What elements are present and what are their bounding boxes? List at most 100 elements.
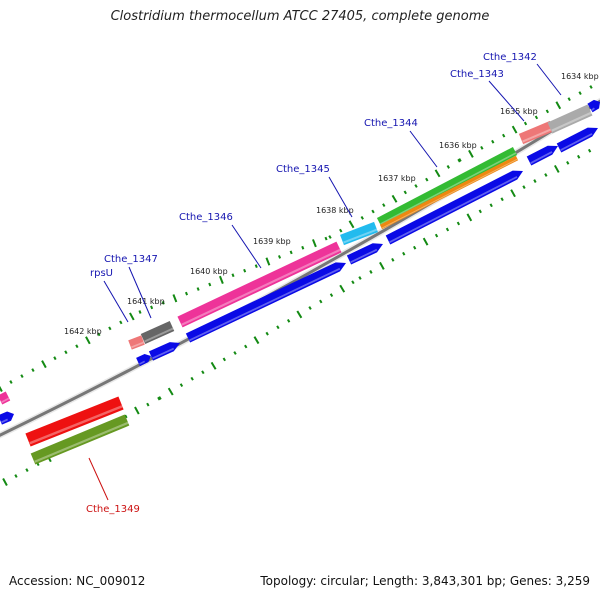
scale-tick <box>369 270 373 274</box>
feature-cthe1347-shine <box>144 327 174 343</box>
genome-backbone-line <box>0 99 600 437</box>
scale-tick <box>402 251 406 256</box>
scale-tick <box>589 85 593 89</box>
cds-1344 <box>385 170 523 245</box>
scale-tick <box>265 257 271 266</box>
feature-cthe1344-orange-shine <box>381 158 518 229</box>
scale-tick <box>522 185 526 190</box>
scale-tick <box>382 203 386 208</box>
scale-tick <box>545 109 550 114</box>
scale-tick <box>324 236 328 241</box>
scale-tick <box>64 350 68 355</box>
gene-label: Cthe_1346 <box>179 212 233 223</box>
scale-tick <box>201 370 205 375</box>
cds-rpsu-shine <box>139 360 146 365</box>
scale-tick <box>286 318 291 323</box>
feature-cthe1343-body <box>518 120 555 145</box>
scale-tick <box>276 325 280 330</box>
cds-1345-shine <box>350 248 378 264</box>
scale-tick <box>20 374 24 378</box>
scale-tick <box>391 194 398 203</box>
scale-tick <box>296 310 303 319</box>
scale-tick <box>146 402 150 407</box>
cds-1347 <box>148 342 180 361</box>
scale-tick <box>457 158 461 163</box>
label-connector <box>488 80 525 122</box>
scale-tick <box>196 287 200 291</box>
gene-label: rpsU <box>90 268 113 279</box>
scale-tick <box>119 320 123 325</box>
scale-tick <box>491 139 495 144</box>
cds-1347-shine <box>152 347 175 360</box>
cds-rpsu <box>136 354 151 367</box>
scale-tick <box>328 235 332 239</box>
cds-1342 <box>556 127 598 153</box>
scale-tick <box>289 250 293 255</box>
scale-tick <box>208 282 212 287</box>
cds-1346-shine <box>189 267 341 342</box>
scale-tick <box>456 221 461 226</box>
cds-1345-body <box>346 243 383 265</box>
gene-label: Cthe_1342 <box>483 52 537 63</box>
kbp-label: 1635 kbp <box>500 107 538 116</box>
cds-1342-body <box>556 127 598 153</box>
feature-cthe1344-orange-body <box>379 155 519 230</box>
label-connector <box>88 457 109 501</box>
cds-1346 <box>185 262 346 343</box>
scale-tick <box>41 360 47 369</box>
scale-tick <box>553 164 560 173</box>
label-connector <box>128 266 152 319</box>
scale-tick <box>523 121 528 126</box>
feature-cthe1344-body <box>376 147 518 226</box>
cds-left-shine <box>1 418 9 424</box>
scale-tick <box>339 284 346 293</box>
scale-tick <box>172 294 178 303</box>
scale-tick <box>360 216 364 220</box>
cds-1347-body <box>148 342 180 361</box>
cds-1343-body <box>526 145 558 166</box>
feature-cthe1346 <box>177 241 342 328</box>
scale-tick <box>150 305 154 310</box>
scale-tick <box>466 213 473 222</box>
feature-left-pink-body <box>0 391 11 405</box>
scale-tick <box>434 169 441 178</box>
gene-label: Cthe_1345 <box>276 164 330 175</box>
scale-tick <box>210 361 217 370</box>
scale-tick <box>253 336 260 345</box>
scale-tick <box>413 245 417 250</box>
label-connector <box>536 63 562 96</box>
scale-tick <box>161 300 165 305</box>
feature-rpsu-body <box>128 335 145 350</box>
scale-tick <box>2 478 8 486</box>
feature-cthe1342 <box>547 104 593 134</box>
feature-cthe1342-body <box>547 104 593 134</box>
scale-tick <box>489 203 493 208</box>
scale-tick <box>243 268 247 273</box>
label-connector <box>328 176 353 218</box>
scale-tick <box>478 209 482 214</box>
feature-cthe1349 <box>30 414 130 465</box>
accession-text: Accession: NC_009012 <box>9 574 146 588</box>
kbp-label: 1642 kbp <box>64 327 102 336</box>
scale-tick <box>14 474 18 478</box>
scale-tick <box>510 189 516 198</box>
scale-tick <box>511 125 518 134</box>
scale-tick <box>25 468 29 472</box>
feature-red <box>25 396 124 447</box>
gene-labels: Cthe_1342 Cthe_1343 Cthe_1344 Cthe_1345 Cthe… <box>86 52 537 515</box>
scale-tick <box>190 376 194 381</box>
kbp-label: 1641 kbp <box>127 297 165 306</box>
scale-tick <box>379 261 385 270</box>
scale-tick <box>458 158 462 162</box>
scale-tick <box>31 368 35 372</box>
feature-cthe1342-shine <box>551 111 592 132</box>
scale-tick <box>391 257 395 262</box>
kbp-label: 1640 kbp <box>190 267 228 276</box>
scale-tick <box>124 414 128 419</box>
cds-1341 <box>587 99 600 113</box>
scale-tick <box>167 387 174 396</box>
cds-1342-shine <box>560 133 593 152</box>
feature-cthe1343-shine <box>522 127 554 143</box>
scale-tick <box>544 173 548 177</box>
